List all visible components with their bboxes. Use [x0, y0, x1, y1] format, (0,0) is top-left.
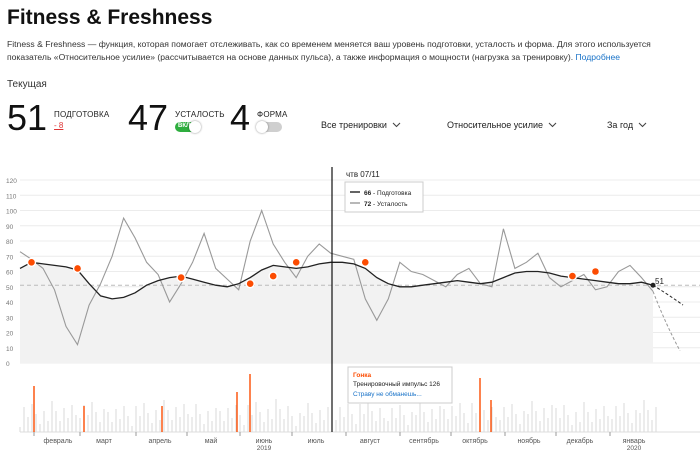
fatigue-metric: 47 УСТАЛОСТЬ ВКЛ [128, 100, 225, 136]
y-tick-label: 10 [6, 346, 14, 353]
x-axis-label: январь [623, 438, 646, 445]
y-tick-label: 60 [6, 270, 14, 277]
race-marker [72, 263, 83, 274]
description-text: Fitness & Freshness — функция, которая п… [7, 39, 651, 62]
effort-dropdown-label: Относительное усилие [447, 120, 543, 130]
description: Fitness & Freshness — функция, которая п… [7, 38, 697, 64]
y-tick-label: 80 [6, 239, 14, 246]
x-axis-label: сентябрь [409, 437, 439, 445]
x-axis-label: июнь [256, 438, 273, 445]
range-dropdown-label: За год [607, 120, 634, 130]
fatigue-line [19, 208, 654, 347]
y-tick-label: 100 [6, 209, 17, 216]
x-axis-label: ноябрь [517, 437, 540, 445]
race-marker [26, 257, 37, 268]
year-label: 2019 [257, 445, 272, 450]
activity-link: Страву не обманешь... [353, 390, 422, 398]
y-tick-label: 0 [6, 361, 10, 368]
activities-dropdown-label: Все тренировки [321, 120, 387, 130]
year-label: 2020 [627, 445, 642, 450]
chevron-down-icon [548, 122, 557, 128]
race-marker [567, 271, 578, 281]
activity-impulse: Тренировочный импульс 126 [353, 380, 440, 388]
fitness-projection [652, 284, 684, 306]
fitness-area [20, 262, 653, 363]
range-dropdown[interactable]: За год [607, 120, 647, 130]
x-axis-label: июль [308, 438, 325, 445]
x-axis-labels: февраль март апрель май июнь июль август сентяб… [33, 432, 646, 450]
fitness-line [19, 261, 654, 300]
fitness-metric: 51 ПОДГОТОВКА - 8 [7, 100, 109, 136]
fitness-value: 51 [7, 97, 48, 138]
form-metric: 4 ФОРМА [230, 100, 288, 136]
y-axis-ticks: 0 10 20 30 40 50 60 70 80 90 100 110 120 [6, 178, 17, 368]
race-marker [268, 271, 278, 281]
y-tick-label: 90 [6, 224, 14, 231]
fatigue-label: УСТАЛОСТЬ [175, 110, 225, 119]
fatigue-toggle[interactable]: ВКЛ [175, 121, 202, 133]
activities-dropdown[interactable]: Все тренировки [321, 120, 401, 130]
y-tick-label: 50 [6, 285, 14, 292]
x-axis-label: февраль [44, 438, 73, 445]
race-marker [291, 257, 301, 268]
y-tick-label: 70 [6, 254, 14, 261]
effort-dropdown[interactable]: Относительное усилие [447, 120, 557, 130]
form-label: ФОРМА [257, 110, 288, 119]
activity-tooltip[interactable]: Гонка Тренировочный импульс 126 Страву н… [347, 366, 453, 404]
activity-bars [19, 374, 657, 432]
race-marker [360, 257, 370, 268]
form-value: 4 [230, 97, 251, 138]
x-axis-label: август [360, 438, 381, 445]
x-axis-label: октябрь [462, 437, 488, 445]
y-tick-label: 40 [6, 300, 14, 307]
race-marker [245, 278, 255, 289]
x-axis-label: апрель [149, 438, 172, 445]
fitness-freshness-chart[interactable]: 0 10 20 30 40 50 60 70 80 90 100 110 120 февраль март… [0, 160, 700, 450]
fitness-label: ПОДГОТОВКА [54, 110, 110, 119]
tooltip-fitness: 66 - Подготовка [364, 190, 412, 197]
fitness-delta[interactable]: - 8 [54, 121, 64, 130]
x-axis-label: март [96, 438, 112, 445]
chevron-down-icon [638, 122, 647, 128]
race-marker [176, 272, 186, 283]
current-fitness-label: 51 [655, 277, 664, 286]
projection [652, 284, 684, 352]
fatigue-value: 47 [128, 97, 169, 138]
toggle-knob [256, 121, 269, 133]
form-toggle[interactable] [256, 121, 283, 133]
toggle-knob [189, 121, 202, 133]
x-axis-label: май [205, 437, 218, 445]
toggle-on-text: ВКЛ [178, 123, 191, 129]
y-tick-label: 30 [6, 315, 14, 322]
tooltip-box: 66 - Подготовка 72 - Усталость [344, 181, 424, 213]
tooltip-fatigue: 72 - Усталость [364, 201, 408, 208]
chevron-down-icon [392, 122, 401, 128]
race-markers [26, 257, 656, 289]
tooltip-date: чтв 07/11 [346, 170, 380, 179]
fatigue-projection [652, 291, 681, 352]
race-marker [590, 266, 601, 277]
activity-type: Гонка [353, 372, 372, 379]
current-label: Текущая [7, 79, 47, 90]
y-tick-label: 120 [6, 178, 17, 185]
x-axis-label: декабрь [567, 437, 594, 445]
y-tick-label: 20 [6, 331, 14, 338]
y-tick-label: 110 [6, 193, 17, 200]
learn-more-link[interactable]: Подробнее [575, 52, 621, 62]
page-title: Fitness & Freshness [7, 6, 213, 29]
